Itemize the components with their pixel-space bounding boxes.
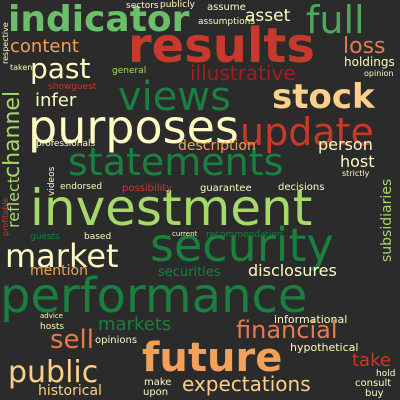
word-recommendation: recommendation — [206, 230, 283, 240]
word-investment: investment — [30, 179, 313, 237]
word-expectations: expectations — [182, 372, 311, 396]
word-description: description — [178, 138, 256, 154]
word-loss: loss — [343, 34, 386, 59]
word-markets: markets — [98, 314, 172, 335]
word-sell: sell — [50, 325, 94, 355]
word-public: public — [8, 355, 99, 390]
word-guests: guests — [30, 232, 60, 242]
word-decisions: decisions — [278, 182, 325, 193]
word-guarantee: guarantee — [200, 183, 252, 194]
word-illustrative: illustrative — [190, 61, 296, 85]
word-statements: statements — [68, 140, 284, 184]
word-opinions: opinions — [95, 335, 138, 346]
word-based: based — [84, 232, 112, 242]
word-possibility: possibility — [122, 183, 173, 194]
word-hold: hold — [376, 369, 396, 379]
word-taken: taken — [10, 63, 33, 72]
word-current: current — [172, 230, 198, 238]
word-assumptions: assumptions — [198, 17, 256, 27]
word-advice: advice — [40, 312, 63, 320]
word-asset: asset — [245, 6, 291, 26]
word-host: host — [340, 152, 375, 171]
word-mention: mention — [30, 263, 88, 279]
word-upon: upon — [143, 387, 169, 398]
word-take: take — [352, 350, 391, 371]
word-buy: buy — [365, 388, 384, 399]
word-update: update — [240, 110, 374, 154]
word-results: results — [128, 18, 315, 74]
word-historical: historical — [38, 383, 102, 399]
word-assume: assume — [207, 2, 246, 13]
word-consult: consult — [355, 378, 392, 389]
word-infer: infer — [35, 90, 77, 111]
word-security: security — [150, 218, 334, 272]
word-strictly: strictly — [342, 169, 370, 178]
word-showguest: showguest — [48, 82, 97, 92]
word-videos: videos — [47, 166, 57, 196]
word-informational: informational — [274, 313, 348, 326]
word-sectors: sectors — [126, 1, 159, 11]
word-purposes: purposes — [28, 100, 239, 154]
word-views: views — [118, 74, 231, 120]
word-market: market — [5, 237, 119, 275]
word-hypothetical: hypothetical — [290, 341, 359, 354]
word-endorsed: endorsed — [60, 182, 103, 192]
word-general: general — [112, 66, 147, 76]
word-content: content — [10, 36, 79, 57]
word-publicly: publicly — [160, 0, 195, 10]
word-indicator: indicator — [8, 0, 190, 40]
word-make: make — [144, 377, 172, 388]
word-opinion: opinion — [364, 69, 394, 78]
word-securities: securities — [158, 265, 221, 280]
word-subsidiaries: subsidiaries — [379, 178, 395, 262]
word-disclosures: disclosures — [248, 261, 337, 280]
word-performance: performance — [0, 268, 308, 324]
word-professionals: professionals — [36, 139, 96, 149]
word-channel: channel — [0, 90, 25, 178]
word-person: person — [318, 135, 373, 154]
word-financial: financial — [236, 316, 338, 344]
word-profitable: profitable — [1, 197, 10, 236]
word-past: past — [30, 52, 91, 85]
word-holdings: holdings — [344, 55, 395, 69]
word-hosts: hosts — [40, 322, 65, 332]
word-future: future — [142, 335, 283, 381]
word-full: full — [306, 0, 365, 42]
word-respective: respective — [1, 22, 10, 64]
word-stock: stock — [272, 77, 375, 117]
